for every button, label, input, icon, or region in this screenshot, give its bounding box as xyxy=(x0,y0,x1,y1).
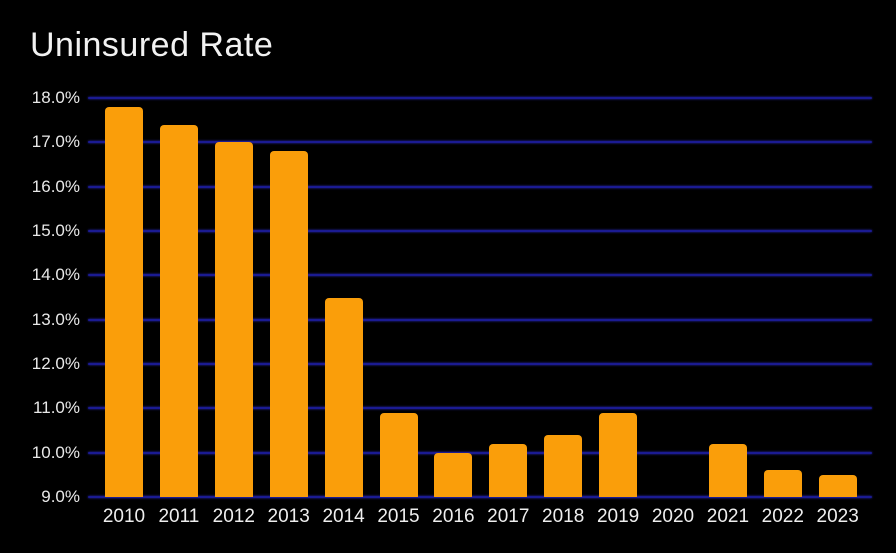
bar-2022 xyxy=(763,470,802,497)
bar-2016 xyxy=(434,452,473,497)
bar-2021 xyxy=(708,443,747,497)
x-axis-tick-label: 2020 xyxy=(651,506,695,527)
x-axis-tick-label: 2016 xyxy=(432,506,475,527)
y-axis-tick-label: 18.0% xyxy=(31,88,80,107)
x-axis-tick-label: 2013 xyxy=(267,506,310,527)
x-axis-tick-label: 2015 xyxy=(377,506,420,527)
x-axis-tick-label: 2011 xyxy=(158,506,200,527)
bar-2010 xyxy=(105,106,143,497)
chart-title: Uninsured Rate xyxy=(30,26,274,64)
x-axis-tick-label: 2022 xyxy=(761,506,804,527)
gridline xyxy=(88,496,872,498)
gridline xyxy=(88,451,872,454)
x-axis-tick-label: 2010 xyxy=(102,506,146,527)
bar-2019 xyxy=(599,412,638,497)
y-axis-tick-label: 14.0% xyxy=(31,265,80,285)
bar-2012 xyxy=(214,142,253,497)
gridline xyxy=(88,318,872,321)
gridline xyxy=(88,363,872,365)
x-axis-tick-label: 2012 xyxy=(212,506,255,527)
gridline xyxy=(88,407,872,410)
gridline xyxy=(88,141,872,144)
y-axis-tick-label: 12.0% xyxy=(31,354,80,373)
gridline xyxy=(88,230,872,232)
gridline xyxy=(88,97,872,99)
y-axis-tick-label: 17.0% xyxy=(31,132,80,152)
y-axis-tick-label: 10.0% xyxy=(31,442,80,462)
bar-2017 xyxy=(489,443,528,497)
x-axis-tick-label: 2017 xyxy=(487,506,530,527)
y-axis-tick-label: 15.0% xyxy=(31,221,80,240)
y-axis-tick-label: 16.0% xyxy=(31,176,80,196)
x-axis-tick-label: 2023 xyxy=(816,506,859,527)
x-axis-tick-label: 2014 xyxy=(322,506,365,527)
gridline xyxy=(88,274,872,277)
bar-2023 xyxy=(818,474,857,497)
bar-2015 xyxy=(379,412,418,497)
y-axis-tick-label: 11.0% xyxy=(33,398,80,418)
bar-2014 xyxy=(324,297,363,497)
x-axis-tick-label: 2019 xyxy=(596,506,640,527)
bar-2011 xyxy=(159,124,198,497)
bar-2018 xyxy=(544,434,583,497)
x-axis-tick-label: 2018 xyxy=(542,506,585,527)
y-axis-tick-label: 9.0% xyxy=(41,487,80,506)
x-axis-tick-label: 2021 xyxy=(706,506,750,527)
bar-2013 xyxy=(269,151,308,497)
gridline xyxy=(88,185,872,188)
y-axis-tick-label: 13.0% xyxy=(31,309,80,329)
